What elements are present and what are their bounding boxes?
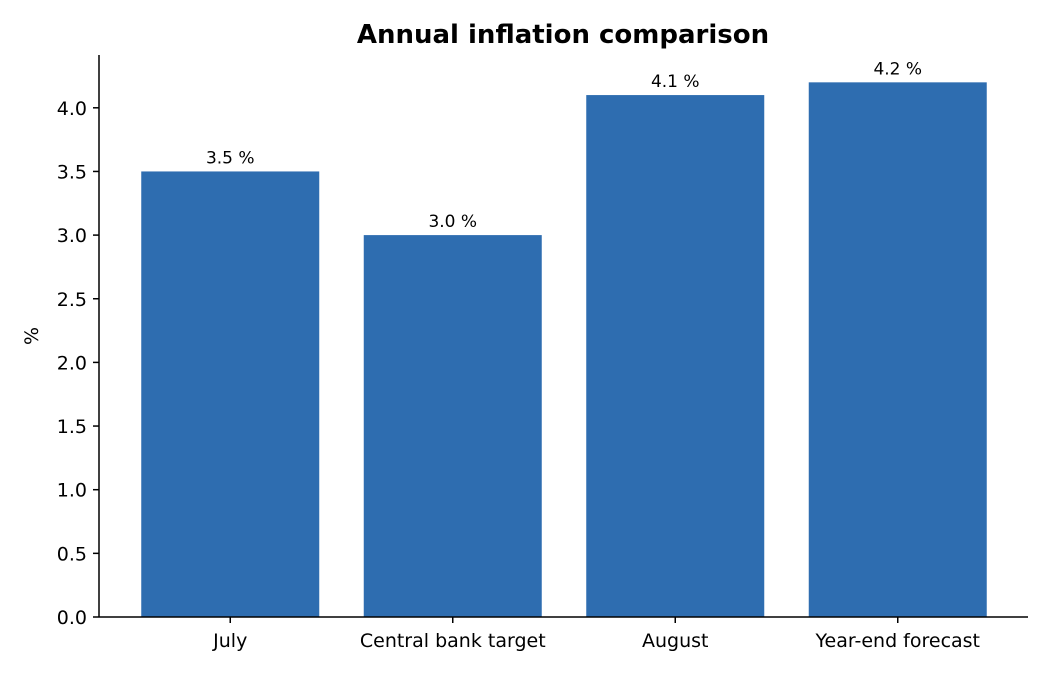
chart-title: Annual inflation comparison [357, 20, 769, 50]
y-axis-label: % [21, 327, 43, 345]
y-tick-label-3: 1.5 [57, 416, 87, 438]
y-tick-label-4: 2.0 [57, 352, 87, 374]
x-ticks-group: July Central bank target August Year-end fo… [212, 617, 980, 652]
bar-1 [363, 235, 542, 617]
data-label-1: 3.0 % [428, 212, 477, 232]
y-tick-label-6: 3.0 [57, 225, 87, 247]
x-tick-label-0: July [212, 630, 247, 652]
data-label-2: 4.1 % [651, 72, 700, 92]
x-tick-label-1: Central bank target [360, 630, 546, 652]
y-tick-label-7: 3.5 [57, 161, 87, 183]
data-label-3: 4.2 % [873, 59, 922, 79]
y-tick-label-1: 0.5 [57, 543, 87, 565]
y-tick-label-5: 2.5 [57, 289, 87, 311]
x-tick-label-2: August [642, 630, 709, 652]
data-label-0: 3.5 % [206, 148, 255, 168]
y-tick-label-8: 4.0 [57, 98, 87, 120]
y-ticks-group: 0.0 0.5 1.0 1.5 2.0 2.5 3.0 3.5 4.0 [57, 98, 99, 629]
y-tick-label-2: 1.0 [57, 480, 87, 502]
bars-group: 3.5 % 3.0 % 4.1 % 4.2 % [141, 59, 987, 618]
bar-3 [808, 82, 987, 618]
bar-2 [586, 95, 765, 617]
bar-0 [141, 171, 320, 617]
x-tick-label-3: Year-end forecast [814, 630, 980, 652]
y-tick-label-0: 0.0 [57, 607, 87, 629]
